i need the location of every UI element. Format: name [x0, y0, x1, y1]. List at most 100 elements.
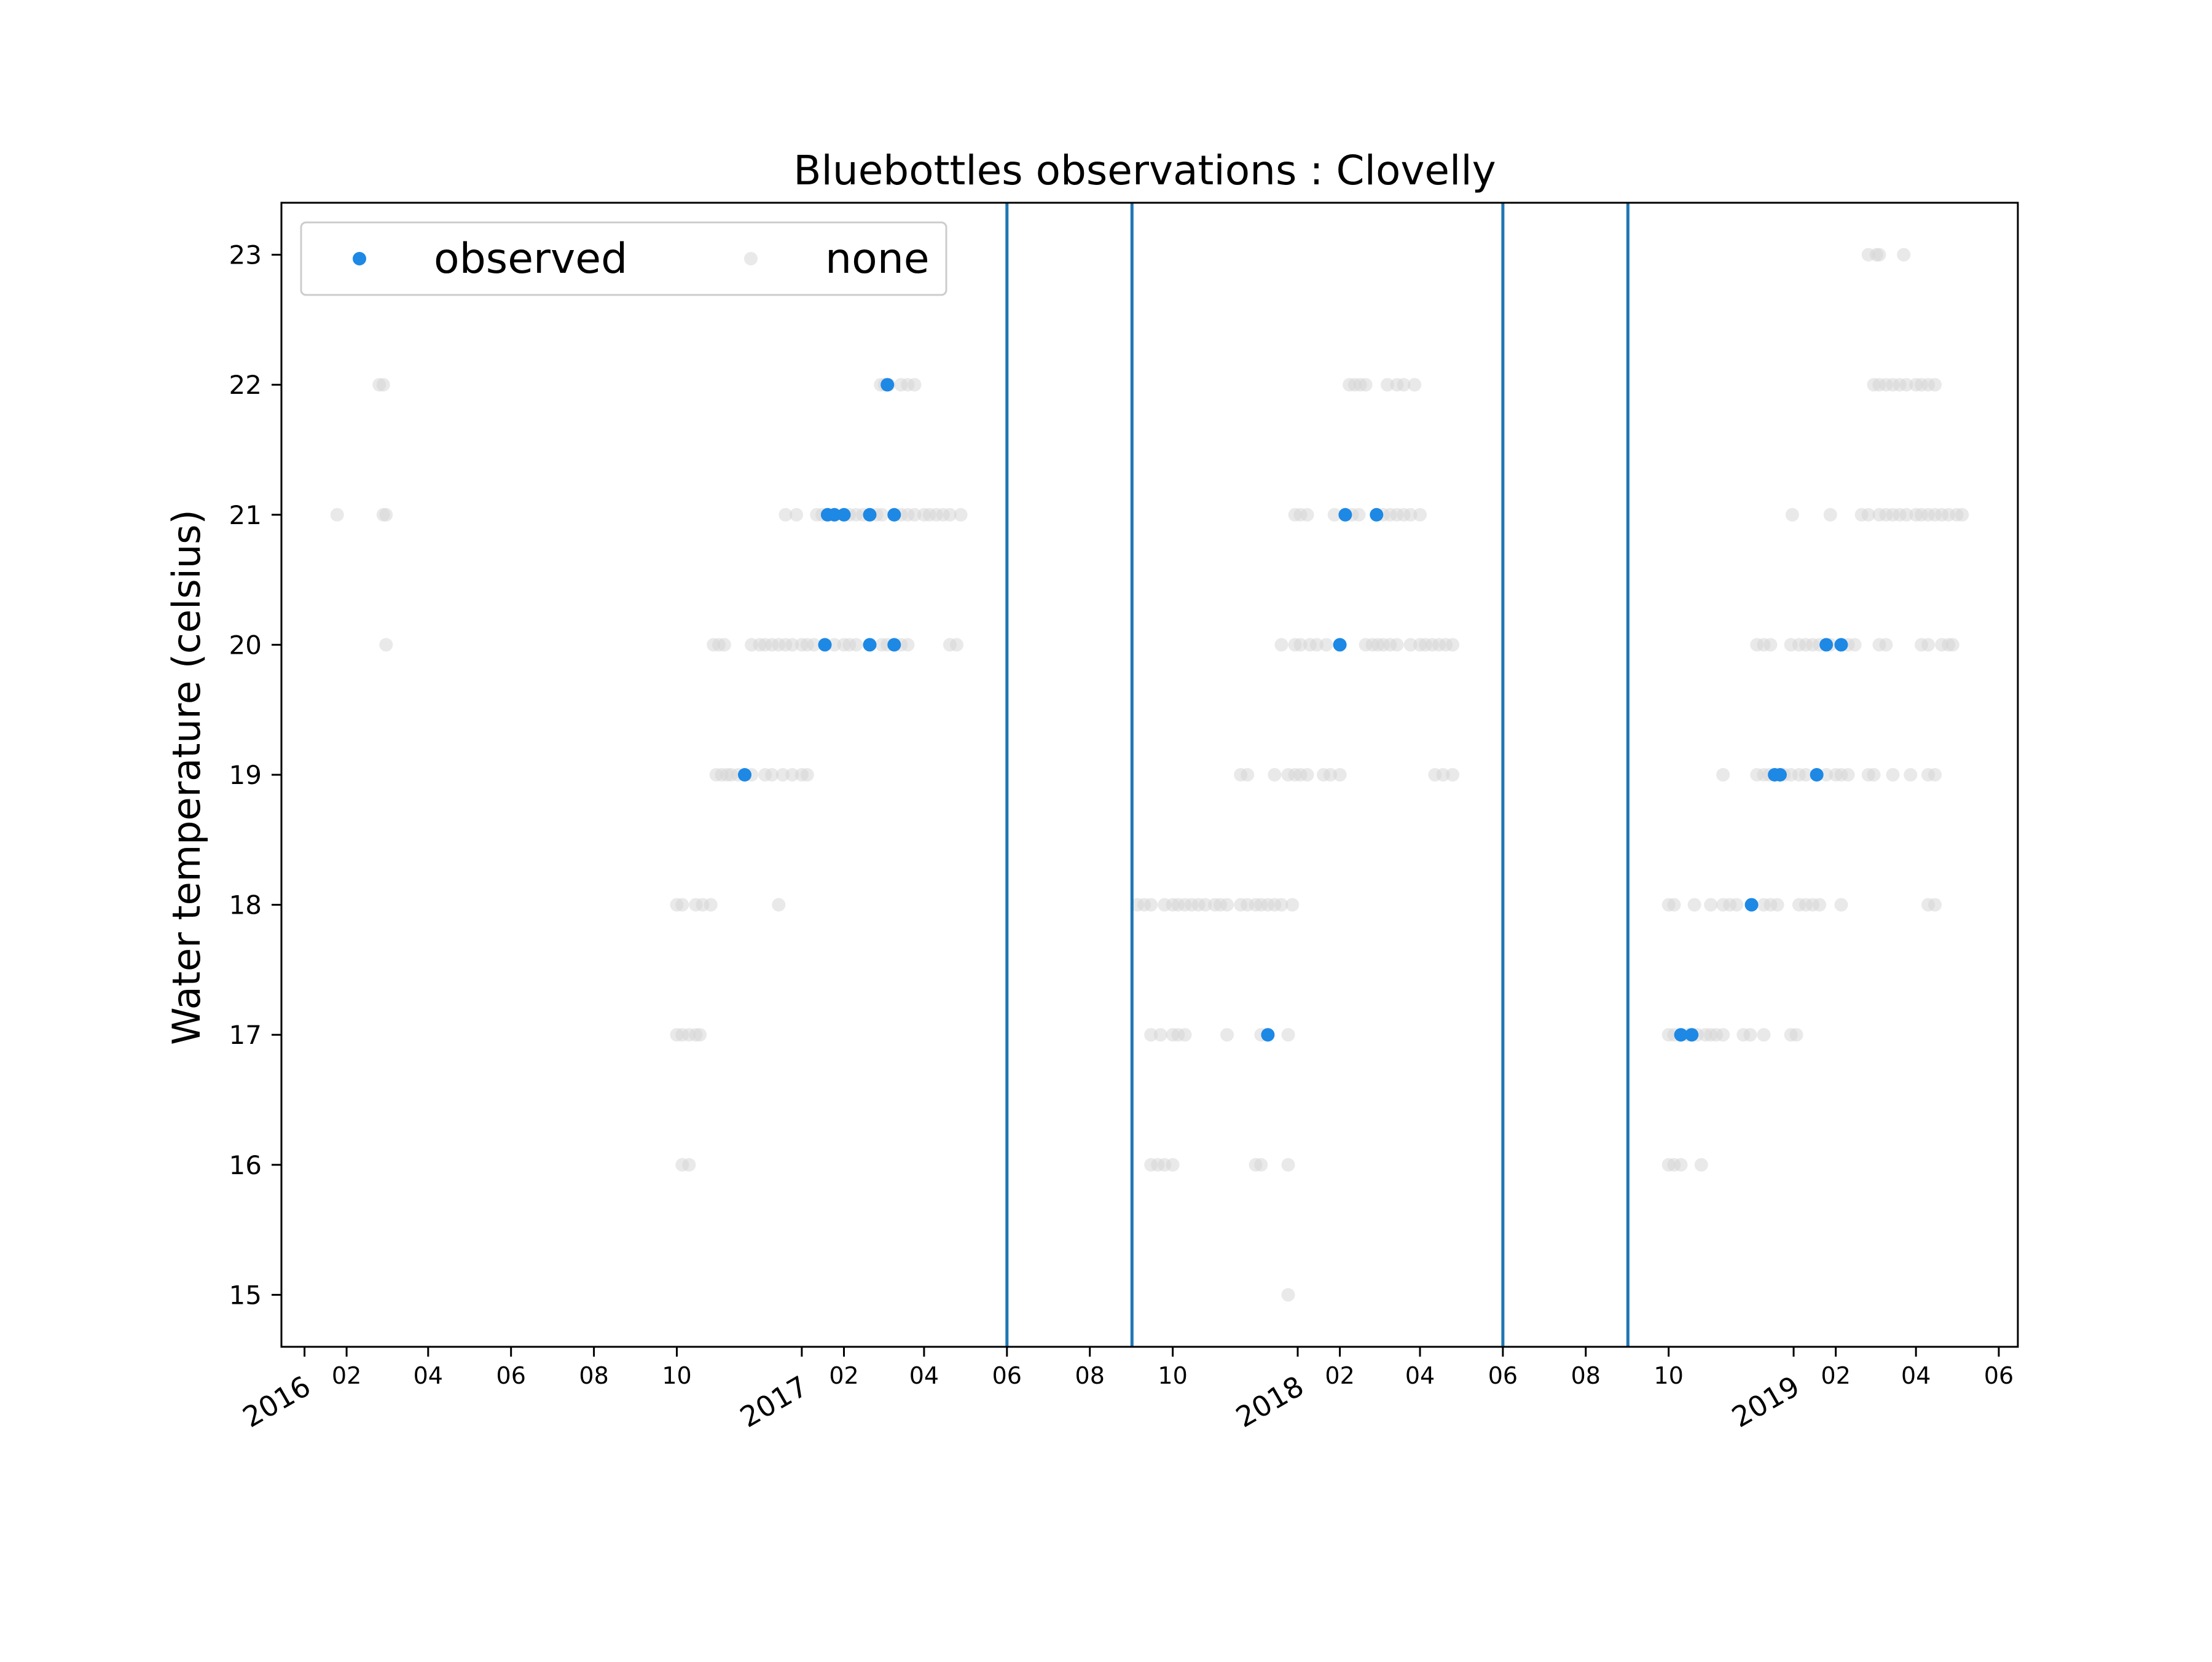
vertical-reference-lines: [1005, 203, 1630, 1347]
data-point: [1144, 1028, 1158, 1042]
legend-marker-none: [744, 252, 758, 265]
data-point: [1955, 508, 1969, 522]
data-point: [875, 508, 889, 522]
data-point: [1770, 898, 1784, 912]
data-point: [1819, 638, 1834, 652]
data-point: [772, 898, 786, 912]
data-point: [779, 508, 793, 522]
data-point: [908, 508, 922, 522]
data-point: [1897, 248, 1911, 262]
data-point: [1743, 1028, 1757, 1042]
legend: observed none: [300, 221, 947, 296]
data-point: [807, 638, 821, 652]
data-point: [1694, 1158, 1708, 1172]
data-point: [1799, 768, 1813, 782]
legend-marker-observed: [353, 252, 366, 265]
data-point: [1413, 508, 1427, 522]
data-point: [1333, 638, 1347, 652]
data-point: [376, 378, 390, 392]
data-point: [1436, 768, 1450, 782]
chart-title: Bluebottles observations : Clovelly: [793, 147, 1496, 194]
data-point: [828, 638, 841, 652]
data-point: [1390, 638, 1404, 652]
data-point: [1730, 898, 1744, 912]
data-point: [776, 768, 790, 782]
data-point: [828, 508, 841, 522]
data-point: [908, 378, 922, 392]
data-point: [693, 1028, 707, 1042]
legend-label-none: none: [825, 235, 930, 283]
y-tick-label: 22: [229, 370, 262, 400]
data-point: [1281, 1028, 1295, 1042]
data-point: [1819, 768, 1834, 782]
data-point: [1872, 248, 1886, 262]
legend-label-observed: observed: [434, 235, 627, 283]
data-point: [1763, 638, 1778, 652]
x-tick-label: 10: [1158, 1362, 1187, 1389]
data-point: [1716, 768, 1730, 782]
data-point: [1928, 378, 1942, 392]
data-point: [1324, 768, 1338, 782]
data-point: [1789, 1028, 1803, 1042]
x-tick-label: 08: [579, 1362, 608, 1389]
data-point: [887, 638, 901, 652]
data-point: [1403, 508, 1418, 522]
data-point: [950, 638, 963, 652]
data-point: [880, 378, 895, 392]
legend-box: [300, 221, 947, 296]
data-point: [818, 638, 832, 652]
y-tick-label: 15: [229, 1280, 262, 1310]
data-point: [1716, 1028, 1730, 1042]
data-point: [785, 768, 799, 782]
data-point: [379, 638, 393, 652]
data-point: [1744, 898, 1759, 912]
data-point: [943, 508, 957, 522]
data-point: [1327, 508, 1341, 522]
x-tick-label: 04: [909, 1362, 939, 1389]
data-point: [1381, 378, 1394, 392]
x-tick-label: 04: [1901, 1362, 1931, 1389]
data-point: [1674, 1028, 1688, 1042]
data-point: [1685, 1028, 1699, 1042]
y-tick-label: 20: [229, 630, 262, 660]
data-point: [1928, 768, 1942, 782]
x-tick-label: 04: [1405, 1362, 1435, 1389]
data-point: [1220, 1028, 1234, 1042]
data-point: [1785, 508, 1799, 522]
data-point: [1310, 638, 1324, 652]
data-point: [1144, 898, 1158, 912]
data-point: [1867, 768, 1881, 782]
data-point: [717, 638, 731, 652]
data-point: [1359, 378, 1373, 392]
x-tick-label: 02: [1821, 1362, 1851, 1389]
data-point: [849, 638, 863, 652]
data-point: [1220, 898, 1234, 912]
data-point: [1408, 378, 1422, 392]
data-point: [1446, 638, 1460, 652]
data-point: [1397, 378, 1411, 392]
data-point: [1338, 508, 1352, 522]
y-tick-label: 23: [229, 240, 262, 270]
data-point: [863, 508, 877, 522]
data-point: [738, 768, 751, 782]
data-point: [1813, 898, 1827, 912]
data-point: [1899, 378, 1913, 392]
data-point: [954, 508, 968, 522]
data-point: [1333, 768, 1347, 782]
data-point: [1928, 898, 1942, 912]
x-tick-label: 10: [1654, 1362, 1684, 1389]
data-point: [1166, 1158, 1180, 1172]
data-point: [765, 768, 779, 782]
x-tick-label: 06: [1984, 1362, 2014, 1389]
x-tick-label: 08: [1075, 1362, 1105, 1389]
data-point: [1921, 638, 1936, 652]
data-point: [1300, 508, 1314, 522]
data-point: [1261, 1028, 1275, 1042]
data-point: [1293, 638, 1308, 652]
data-point: [1403, 638, 1418, 652]
series-none-points: [330, 248, 1969, 1302]
data-point: [800, 768, 814, 782]
data-point: [704, 898, 718, 912]
x-tick-label: 08: [1571, 1362, 1601, 1389]
